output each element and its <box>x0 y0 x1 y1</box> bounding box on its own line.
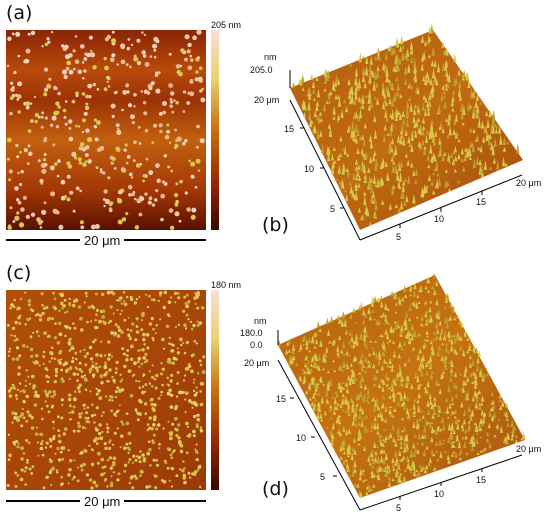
panel-d-rtick-5: 5 <box>396 503 402 513</box>
panel-d-rtick-10: 10 <box>434 489 445 499</box>
panel-b-rtick-5: 5 <box>396 232 402 242</box>
panel-d-z-unit: nm <box>254 316 267 326</box>
panel-d-axis-left: 20 μm <box>244 358 270 368</box>
panel-a-grains <box>6 29 206 230</box>
panel-b-tick-15: 15 <box>284 124 295 134</box>
panel-d-tick-15: 15 <box>276 394 287 404</box>
panel-c-grains <box>6 290 206 490</box>
panel-d-tick-5: 5 <box>320 472 326 482</box>
panel-a-image <box>6 29 206 230</box>
panel-b-axis-right: 20 μm <box>516 178 542 188</box>
panel-d-label: (d) <box>262 478 289 500</box>
panel-a-colorbar <box>211 30 219 230</box>
panel-c-image <box>6 290 206 490</box>
panel-c-colorbar <box>211 290 219 490</box>
panel-b-tick-5: 5 <box>330 204 336 214</box>
panel-b-rtick-10: 10 <box>434 214 445 224</box>
panel-b-axis-left: 20 μm <box>254 95 280 105</box>
panel-c-label: (c) <box>6 262 32 284</box>
panel-d-z-top: 180.0 <box>240 328 263 338</box>
panel-d-tick-10: 10 <box>296 433 307 443</box>
panel-d-3d-surface <box>277 273 526 511</box>
panel-b-rtick-15: 15 <box>476 197 487 207</box>
panel-a-label: (a) <box>6 2 33 24</box>
panel-d-axis-right: 20 μm <box>516 444 542 454</box>
panel-b-tick-10: 10 <box>304 164 315 174</box>
panel-c-scale-label: 20 μm <box>80 494 125 509</box>
panel-a-scale-label: 20 μm <box>80 233 125 248</box>
panel-b-label: (b) <box>262 214 289 236</box>
panel-c-colorbar-max: 180 nm <box>211 280 242 290</box>
panel-b-z-unit: nm <box>264 52 277 62</box>
panel-d-z-zero: 0.0 <box>250 340 263 350</box>
panel-b-z-top: 205.0 <box>250 65 273 75</box>
panel-d-rtick-15: 15 <box>476 475 487 485</box>
panel-b-3d-surface <box>289 23 523 241</box>
panel-a-colorbar-max: 205 nm <box>211 20 242 30</box>
